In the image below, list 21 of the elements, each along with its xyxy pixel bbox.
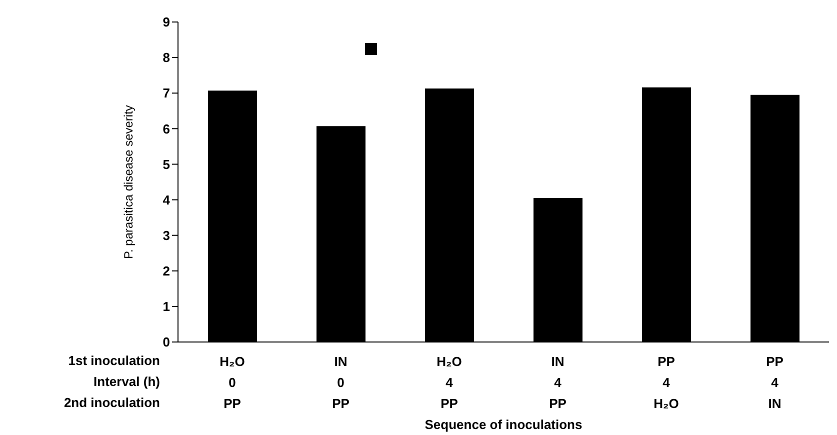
y-tick-label: 0 [162,334,170,350]
y-tick-label: 4 [162,192,171,208]
x-axis-title: Sequence of inoculations [424,417,582,432]
y-tick-label: 6 [162,121,170,136]
x-tick-label: IN 0 PP [332,354,350,411]
y-tick-label: 5 [162,156,170,172]
text: 2nd inoculation [62,395,160,410]
y-tick-label: 1 [162,299,170,314]
y-tick-label: 3 [162,228,170,243]
x-tick-label: H₂O 0 PP [220,354,245,411]
y-tick-label: 8 [162,50,170,66]
x-tick-label: PP 4 IN [766,354,784,411]
text: Interval (h) [92,374,160,389]
y-tick-label: 2 [162,264,170,279]
y-axis-title: P. parasitica disease severity [121,105,136,259]
y-tick-label: 9 [162,14,170,30]
y-tick-label: 7 [162,86,170,101]
x-tick-label: H₂O 4 PP [436,354,462,411]
x-tick-label: IN 4 PP [549,354,567,411]
text: 1st inoculation [67,353,160,368]
x-tick-label: PP 4 H₂O [654,354,679,411]
